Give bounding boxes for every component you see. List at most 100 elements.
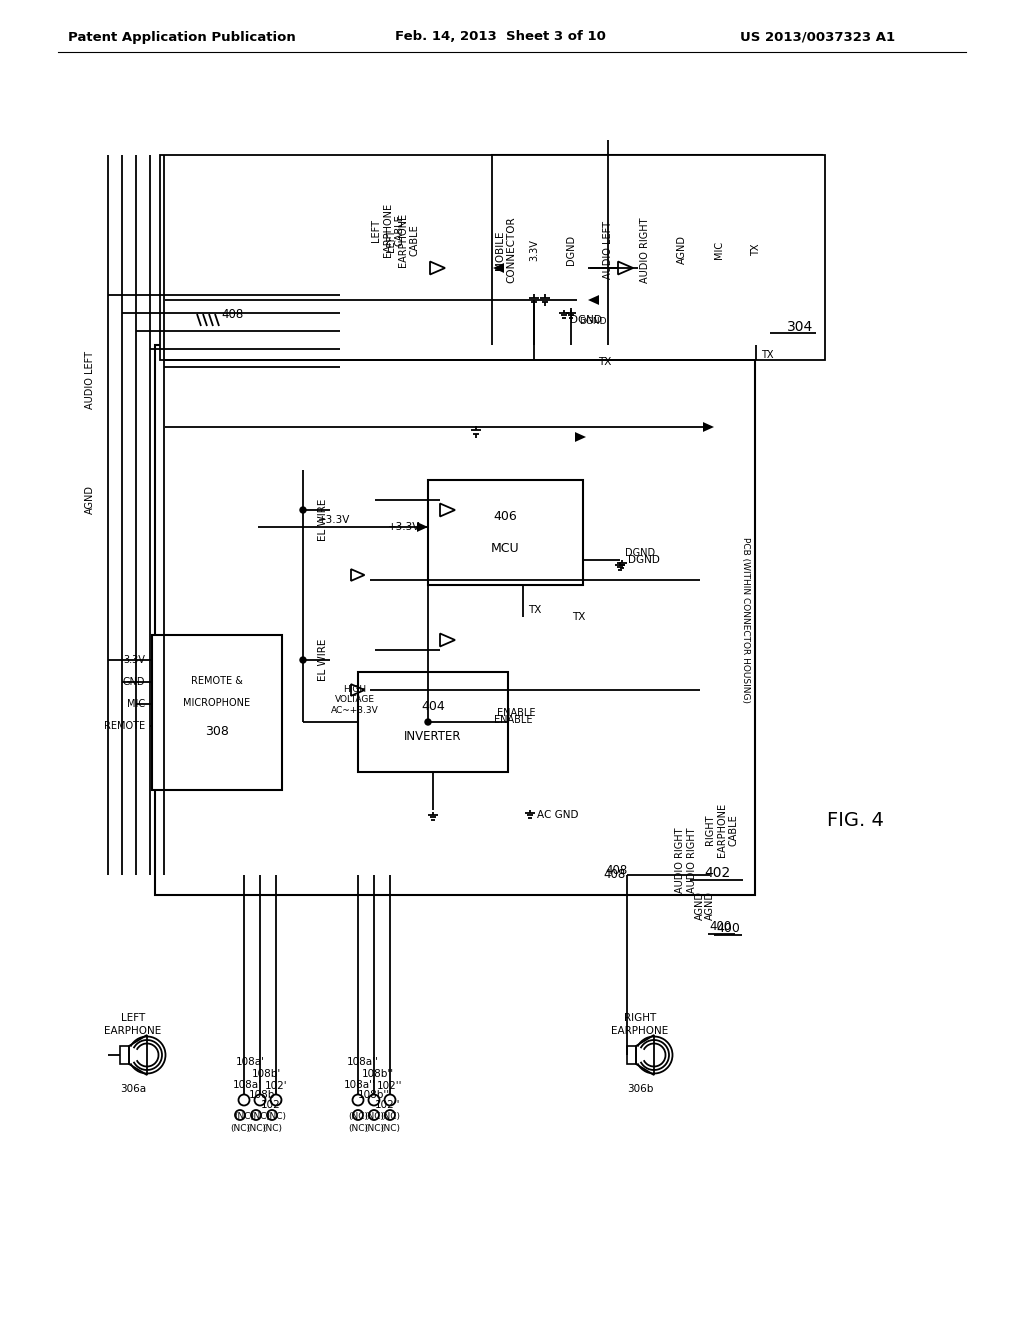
- Text: DGND: DGND: [566, 235, 575, 265]
- Text: US 2013/0037323 A1: US 2013/0037323 A1: [740, 30, 896, 44]
- Text: 408: 408: [221, 309, 243, 322]
- Text: MIC: MIC: [127, 700, 145, 709]
- Text: EARPHONE: EARPHONE: [104, 1026, 162, 1036]
- Text: 102'': 102'': [377, 1081, 402, 1092]
- Circle shape: [425, 719, 431, 725]
- Text: AUDIO RIGHT: AUDIO RIGHT: [640, 218, 650, 282]
- Text: AGND: AGND: [705, 891, 715, 920]
- Bar: [120, 1045, 129, 1064]
- Text: LEFT
EARPHONE
CABLE: LEFT EARPHONE CABLE: [372, 203, 404, 257]
- Text: 3.3V: 3.3V: [123, 655, 145, 665]
- Text: 400: 400: [716, 921, 740, 935]
- Text: 308: 308: [205, 725, 229, 738]
- Text: (NC): (NC): [348, 1111, 368, 1121]
- Text: (NC): (NC): [266, 1111, 286, 1121]
- Text: DGND: DGND: [579, 318, 606, 326]
- Text: (NC): (NC): [246, 1125, 266, 1134]
- Text: 406: 406: [494, 511, 517, 523]
- Polygon shape: [703, 422, 714, 432]
- Text: (NC): (NC): [230, 1125, 250, 1134]
- Text: (NC): (NC): [250, 1111, 270, 1121]
- Polygon shape: [575, 432, 586, 442]
- Text: TX: TX: [598, 356, 611, 367]
- Text: 108b'': 108b'': [361, 1069, 394, 1078]
- Text: (NC): (NC): [380, 1125, 400, 1134]
- Text: 306a: 306a: [120, 1084, 146, 1094]
- Text: AUDIO RIGHT: AUDIO RIGHT: [675, 828, 685, 892]
- Text: ENABLE: ENABLE: [497, 708, 536, 718]
- Text: GND: GND: [123, 677, 145, 686]
- Text: 408: 408: [604, 869, 626, 882]
- Text: 108a': 108a': [236, 1057, 264, 1067]
- Text: 404: 404: [421, 701, 444, 714]
- Text: (NC): (NC): [348, 1125, 368, 1134]
- Text: EL WIRE: EL WIRE: [318, 639, 328, 681]
- Text: AGND: AGND: [695, 891, 705, 920]
- Text: REMOTE: REMOTE: [103, 721, 145, 731]
- Text: MOBILE
CONNECTOR: MOBILE CONNECTOR: [496, 216, 517, 284]
- Polygon shape: [493, 263, 504, 273]
- Text: RIGHT: RIGHT: [624, 1012, 656, 1023]
- Text: LEFT
EARPHONE
CABLE: LEFT EARPHONE CABLE: [386, 213, 420, 267]
- Text: 108a'': 108a'': [344, 1080, 376, 1090]
- Circle shape: [300, 507, 306, 513]
- Text: 3.3V: 3.3V: [529, 239, 539, 261]
- Text: LEFT: LEFT: [121, 1012, 145, 1023]
- Text: AUDIO LEFT: AUDIO LEFT: [603, 220, 613, 279]
- Text: (NC): (NC): [380, 1111, 400, 1121]
- Circle shape: [300, 657, 306, 663]
- Text: 102': 102': [264, 1081, 288, 1092]
- Text: DGND: DGND: [628, 554, 659, 565]
- Text: AUDIO RIGHT: AUDIO RIGHT: [687, 828, 697, 892]
- Text: 102'': 102'': [375, 1100, 400, 1110]
- Bar: [492, 154, 822, 345]
- Text: MICROPHONE: MICROPHONE: [183, 698, 251, 709]
- Text: 108a'': 108a'': [347, 1057, 379, 1067]
- Text: 108b': 108b': [251, 1069, 281, 1078]
- Text: 102': 102': [261, 1100, 284, 1110]
- Text: DGND: DGND: [625, 548, 655, 558]
- Text: (NC): (NC): [234, 1111, 254, 1121]
- Text: TX: TX: [572, 612, 586, 622]
- Text: AC GND: AC GND: [537, 810, 579, 820]
- Text: HIGH
VOLTAGE
AC~+3.3V: HIGH VOLTAGE AC~+3.3V: [331, 685, 379, 715]
- Text: AUDIO LEFT: AUDIO LEFT: [85, 351, 95, 409]
- Bar: [627, 1045, 636, 1064]
- Text: TX: TX: [761, 350, 773, 360]
- Text: MIC: MIC: [714, 242, 724, 259]
- Text: Patent Application Publication: Patent Application Publication: [69, 30, 296, 44]
- Text: TX: TX: [751, 244, 761, 256]
- Text: TX: TX: [528, 605, 542, 615]
- Text: AGND: AGND: [85, 486, 95, 515]
- Text: REMOTE &: REMOTE &: [191, 676, 243, 686]
- Text: RIGHT
EARPHONE
CABLE: RIGHT EARPHONE CABLE: [706, 803, 738, 857]
- Text: 108b'': 108b'': [358, 1090, 390, 1100]
- Text: EARPHONE: EARPHONE: [611, 1026, 669, 1036]
- Bar: [160, 154, 825, 360]
- Text: +3.3V: +3.3V: [317, 515, 350, 525]
- Text: PCB (WITHIN CONNECTOR HOUSING): PCB (WITHIN CONNECTOR HOUSING): [741, 537, 751, 704]
- Text: INVERTER: INVERTER: [404, 730, 462, 743]
- Text: FIG. 4: FIG. 4: [826, 810, 884, 829]
- Text: AGND: AGND: [677, 235, 687, 264]
- Polygon shape: [588, 296, 599, 305]
- Text: +3.3V: +3.3V: [388, 521, 420, 532]
- Text: (NC): (NC): [364, 1111, 384, 1121]
- Bar: [155, 345, 755, 895]
- Text: EL WIRE: EL WIRE: [318, 499, 328, 541]
- Text: 306b: 306b: [627, 1084, 653, 1094]
- Text: 408: 408: [605, 863, 627, 876]
- Bar: [152, 635, 282, 789]
- Text: MCU: MCU: [492, 541, 520, 554]
- Text: 400: 400: [709, 920, 731, 933]
- Text: 108a': 108a': [232, 1080, 261, 1090]
- Text: 402: 402: [703, 866, 730, 880]
- Text: (NC): (NC): [364, 1125, 384, 1134]
- Text: DGND: DGND: [570, 315, 602, 325]
- Text: 108b': 108b': [249, 1090, 278, 1100]
- Text: Feb. 14, 2013  Sheet 3 of 10: Feb. 14, 2013 Sheet 3 of 10: [394, 30, 605, 44]
- Text: 304: 304: [786, 319, 813, 334]
- Text: ENABLE: ENABLE: [494, 715, 532, 725]
- Bar: [428, 480, 583, 585]
- Bar: [358, 672, 508, 772]
